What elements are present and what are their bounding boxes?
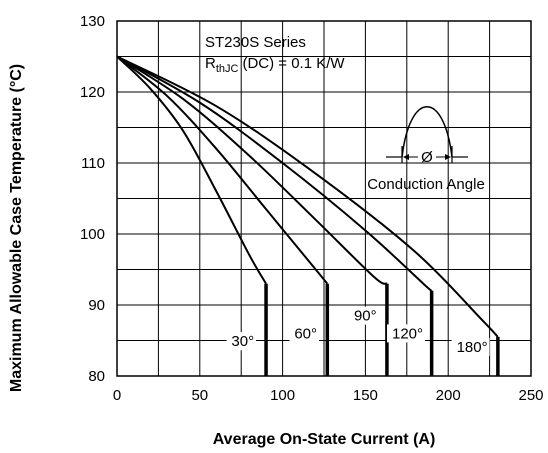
x-tick-label: 250 bbox=[518, 387, 543, 404]
rth-rest: (DC) = 0.1 K/W bbox=[242, 55, 345, 72]
conduction-angle-label: Conduction Angle bbox=[367, 176, 485, 193]
curve-label-bg bbox=[451, 337, 490, 356]
curve-label: 30° bbox=[231, 333, 254, 350]
y-tick-label: 80 bbox=[88, 368, 105, 385]
y-tick-label: 90 bbox=[88, 297, 105, 314]
curve-label: 180° bbox=[457, 339, 488, 356]
curves bbox=[116, 55, 500, 376]
rth-sub: thJC bbox=[216, 63, 239, 75]
curve-label-bg bbox=[387, 324, 426, 343]
curve-label: 90° bbox=[354, 308, 377, 325]
half-sine-wave-icon bbox=[401, 106, 453, 158]
x-tick-label: 100 bbox=[270, 387, 295, 404]
curve-label: 60° bbox=[294, 325, 317, 342]
series-line bbox=[116, 55, 499, 338]
y-tick-label: 100 bbox=[80, 226, 105, 243]
y-tick-label: 110 bbox=[81, 155, 105, 172]
series-line bbox=[116, 55, 433, 292]
x-axis-title: Average On-State Current (A) bbox=[213, 431, 436, 448]
arrow-head-right-icon bbox=[445, 154, 451, 160]
rth-annotation: RthJC (DC) = 0.1 K/W bbox=[205, 55, 345, 75]
curve-labels: 30° 60° 90° 120° 180° bbox=[226, 306, 490, 356]
x-tick-label: 0 bbox=[113, 387, 121, 404]
y-axis-title: Maximum Allowable Case Temperature (°C) bbox=[8, 64, 25, 392]
plot-frame bbox=[116, 20, 532, 377]
series-title: ST230S Series bbox=[205, 34, 306, 51]
series-line bbox=[116, 55, 267, 285]
x-tick-label: 50 bbox=[191, 387, 208, 404]
curve-label-bg bbox=[226, 332, 257, 351]
grid bbox=[117, 21, 531, 376]
tick-labels: 0 50 100 150 200 250 80 90 100 110 120 130 bbox=[80, 13, 544, 404]
curve-label-bg bbox=[289, 324, 320, 343]
x-tick-label: 150 bbox=[353, 387, 378, 404]
phi-symbol: Ø bbox=[421, 149, 433, 166]
series-line bbox=[116, 55, 388, 285]
x-tick-label: 200 bbox=[436, 387, 461, 404]
curve-label-bg bbox=[349, 306, 379, 325]
series-line bbox=[116, 55, 329, 285]
curve-label: 120° bbox=[392, 325, 423, 342]
y-tick-label: 130 bbox=[80, 13, 105, 30]
arrow-head-left-icon bbox=[403, 154, 409, 160]
conduction-angle-inset: Ø Conduction Angle bbox=[367, 106, 485, 193]
y-tick-label: 120 bbox=[80, 84, 105, 101]
rth-main: R bbox=[205, 55, 216, 72]
